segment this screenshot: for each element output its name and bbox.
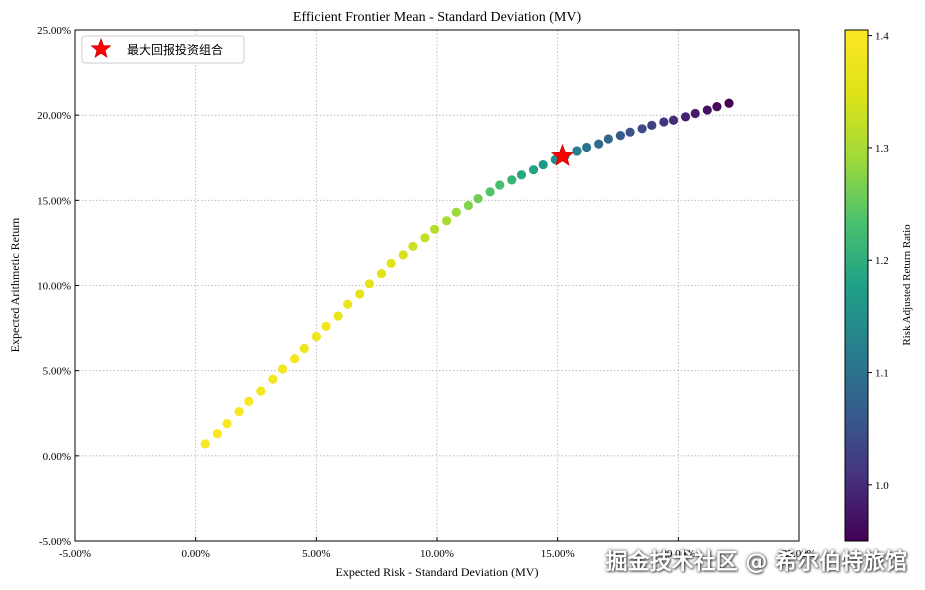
y-tick-label: 15.00%	[37, 195, 71, 207]
frontier-point	[277, 364, 288, 374]
colorbar-title: Risk Adjusted Return Ratio	[901, 224, 913, 346]
frontier-point	[538, 159, 548, 170]
frontier-point	[680, 112, 691, 122]
frontier-point	[311, 332, 321, 342]
frontier-point	[647, 120, 657, 130]
frontier-point	[495, 180, 505, 190]
frontier-point	[507, 175, 517, 185]
x-tick-label: 15.00%	[541, 548, 575, 560]
frontier-point	[420, 233, 430, 243]
frontier-point	[398, 250, 408, 260]
frontier-point	[290, 354, 300, 364]
y-axis-title: Expected Arithmetic Return	[8, 218, 22, 353]
frontier-point	[594, 139, 604, 149]
frontier-point	[321, 321, 331, 331]
legend: 最大回报投资组合	[81, 35, 245, 64]
y-tick-label: 25.00%	[37, 25, 71, 37]
x-axis-ticks: -5.00% 0.00% 5.00% 10.00% 15.00% 20.00% 25.00%	[59, 537, 816, 560]
frontier-point	[222, 418, 232, 429]
frontier-point	[256, 386, 266, 396]
x-tick-label: 10.00%	[420, 548, 454, 560]
colorbar-tick-label: 1.0	[875, 480, 889, 492]
colorbar-ticks: 1.0 1.1 1.2 1.3 1.4	[868, 31, 889, 492]
frontier-point	[355, 289, 365, 299]
y-tick-label: 0.00%	[43, 451, 71, 463]
legend-label: 最大回报投资组合	[127, 42, 223, 57]
frontier-point	[451, 207, 461, 217]
x-tick-label: 5.00%	[302, 548, 330, 560]
frontier-point	[463, 200, 473, 211]
frontier-point	[516, 170, 527, 180]
frontier-point	[582, 142, 592, 153]
frontier-point	[408, 241, 418, 251]
colorbar-tick-label: 1.3	[875, 143, 889, 155]
watermark-text: 掘金技术社区 @ 希尔伯特旅馆	[605, 550, 907, 575]
max-return-star	[550, 143, 575, 166]
x-axis-title: Expected Risk - Standard Deviation (MV)	[336, 565, 539, 579]
frontier-point	[702, 105, 712, 115]
frontier-point	[659, 117, 669, 127]
x-tick-label: 0.00%	[181, 548, 209, 560]
frontier-point	[615, 131, 626, 141]
colorbar-gradient	[844, 29, 869, 542]
frontier-point	[637, 124, 647, 134]
frontier-point	[268, 374, 278, 384]
max-return-marker	[550, 143, 575, 166]
frontier-point	[234, 406, 244, 417]
legend-box	[81, 35, 245, 64]
colorbar-tick-label: 1.4	[875, 31, 889, 43]
frontier-point	[712, 102, 722, 112]
frontier-point	[364, 279, 375, 289]
frontier-points	[200, 98, 734, 449]
frontier-point	[200, 439, 210, 449]
frontier-point	[299, 343, 309, 354]
frontier-point	[376, 268, 387, 279]
frontier-point	[244, 396, 254, 406]
y-axis-ticks: -5.00% 0.00% 5.00% 10.00% 15.00% 20.00% 25.00%	[37, 25, 79, 548]
x-tick-label: 20.00%	[661, 548, 695, 560]
colorbar-tick-label: 1.1	[875, 368, 889, 380]
frontier-point	[333, 311, 343, 321]
frontier-point	[485, 187, 495, 197]
frontier-point	[429, 224, 440, 234]
grid-lines	[75, 30, 799, 541]
colorbar-tick-label: 1.2	[875, 255, 889, 267]
x-tick-label: 25.00%	[782, 548, 816, 560]
frontier-point	[442, 216, 452, 226]
frontier-point	[625, 127, 635, 137]
y-tick-label: 5.00%	[43, 366, 71, 378]
y-tick-label: 10.00%	[37, 281, 71, 293]
frontier-point	[668, 115, 679, 125]
frontier-point	[724, 98, 734, 108]
legend-star-icon	[90, 37, 112, 59]
frontier-point	[473, 194, 483, 204]
frontier-point	[343, 299, 353, 309]
y-tick-label: 20.00%	[37, 110, 71, 122]
frontier-point	[690, 108, 700, 119]
frontier-point	[603, 134, 613, 144]
chart-title: Efficient Frontier Mean - Standard Devia…	[293, 10, 582, 25]
frontier-point	[528, 165, 539, 175]
frontier-point	[212, 429, 222, 439]
colorbar: 1.0 1.1 1.2 1.3 1.4 Risk Adjusted Return Rat…	[844, 29, 913, 542]
x-tick-label: -5.00%	[59, 548, 91, 560]
frontier-point	[386, 258, 396, 268]
frontier-point	[572, 146, 582, 156]
y-tick-label: -5.00%	[39, 536, 71, 548]
